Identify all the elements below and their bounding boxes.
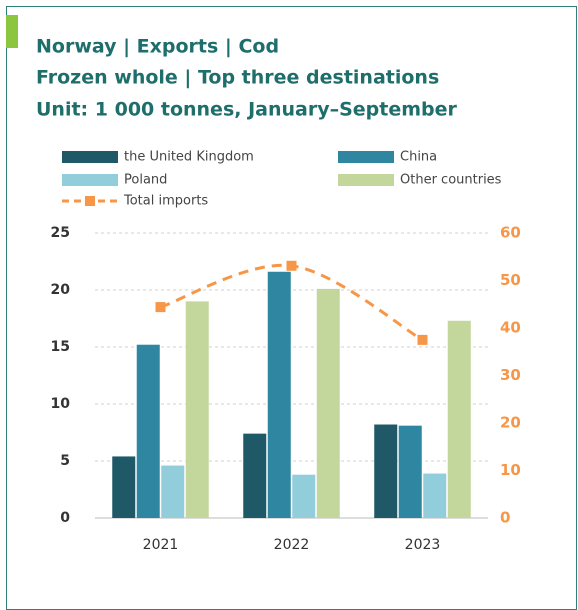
bar: [423, 473, 447, 518]
legend-swatch: [62, 174, 118, 186]
y2-tick-label: 20: [500, 414, 521, 432]
x-tick-label: 2022: [274, 537, 310, 553]
legend-label: Total imports: [123, 194, 208, 209]
y2-tick-label: 30: [500, 366, 521, 384]
y2-tick-label: 40: [500, 319, 521, 337]
y2-tick-label: 60: [500, 224, 521, 242]
x-tick-label: 2021: [143, 537, 179, 553]
title-line: Frozen whole | Top three destinations: [36, 67, 439, 89]
y-tick-label: 10: [51, 396, 71, 412]
legend-marker: [85, 196, 95, 206]
title-line: Unit: 1 000 tonnes, January–September: [36, 99, 458, 121]
y-tick-label: 20: [51, 282, 71, 298]
legend-swatch: [62, 151, 118, 163]
line-marker: [155, 302, 166, 313]
bar: [292, 474, 316, 518]
bar: [316, 288, 340, 518]
bar: [185, 301, 209, 518]
y2-tick-label: 50: [500, 271, 521, 289]
accent-bar: [6, 15, 18, 48]
bar: [161, 465, 185, 518]
legend-label: China: [400, 150, 437, 165]
line-marker: [286, 260, 297, 271]
legend-swatch: [338, 174, 394, 186]
y2-tick-label: 0: [500, 509, 510, 527]
line-marker: [417, 334, 428, 345]
title-line: Norway | Exports | Cod: [36, 36, 279, 58]
legend-label: Poland: [124, 173, 167, 188]
bar: [398, 425, 422, 518]
x-tick-label: 2023: [405, 537, 441, 553]
bar: [267, 271, 291, 518]
bar: [447, 320, 471, 518]
y-tick-label: 15: [51, 339, 70, 355]
legend-swatch: [338, 151, 394, 163]
legend-label: the United Kingdom: [124, 150, 254, 165]
y2-tick-label: 10: [500, 461, 521, 479]
y-tick-label: 5: [60, 453, 70, 469]
bar: [374, 424, 398, 518]
frame: [6, 6, 577, 610]
bar: [112, 456, 136, 518]
y-tick-label: 0: [60, 510, 70, 526]
y-tick-label: 25: [51, 225, 70, 241]
bar: [243, 433, 267, 518]
bar: [136, 344, 160, 518]
legend-label: Other countries: [400, 173, 502, 188]
